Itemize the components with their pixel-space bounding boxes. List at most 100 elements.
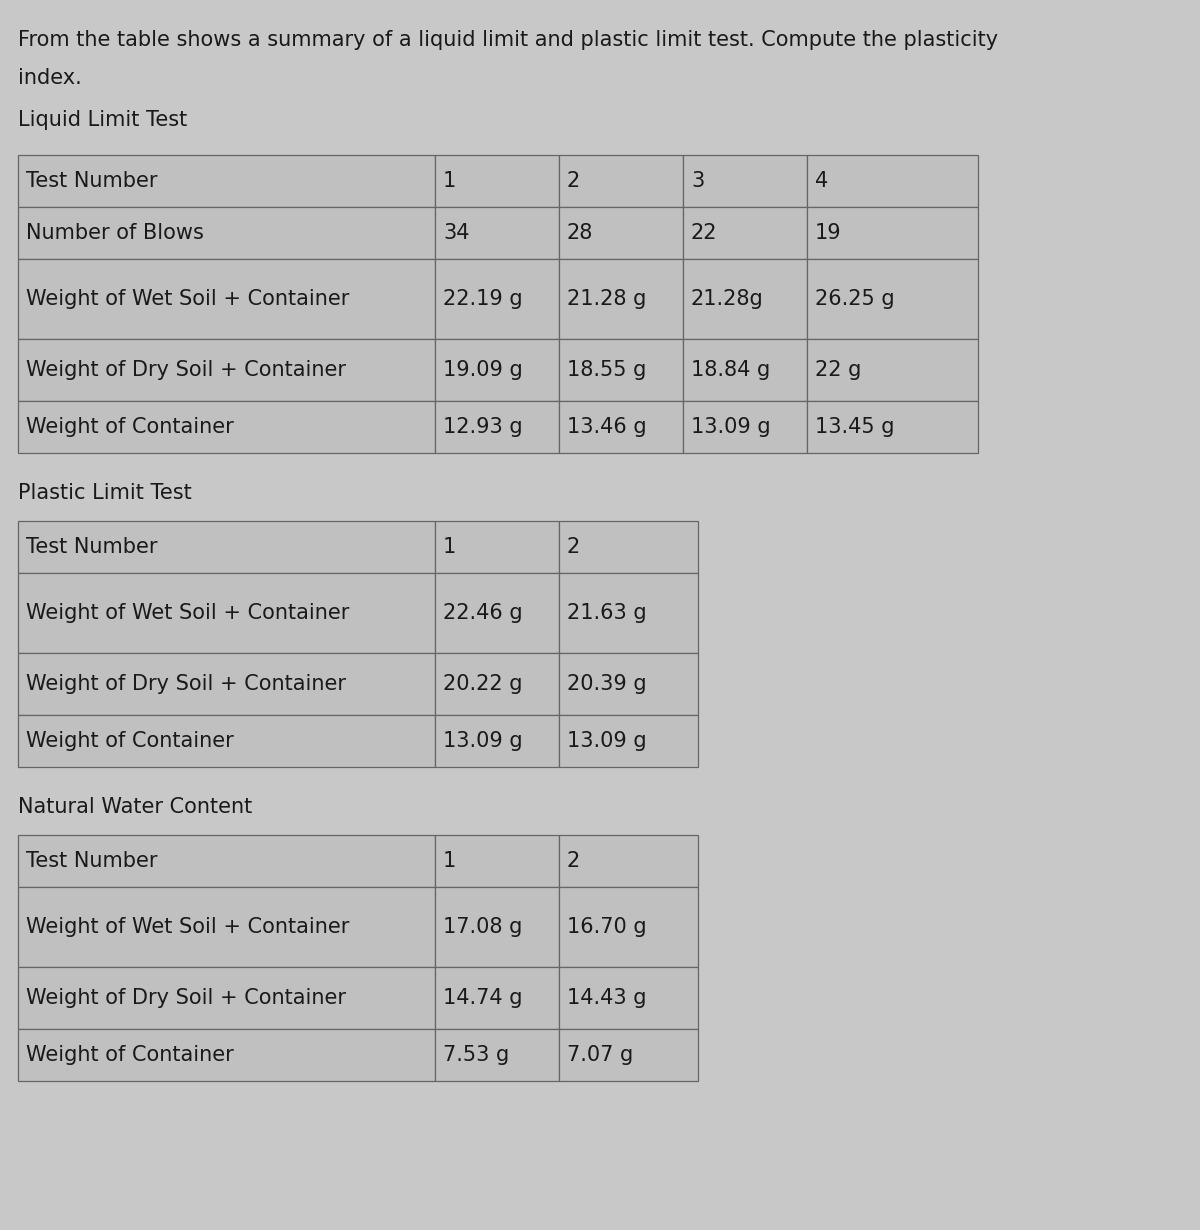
Text: 4: 4 — [815, 171, 828, 191]
Bar — [559, 967, 698, 1030]
Text: 13.46 g: 13.46 g — [568, 417, 647, 437]
Text: Natural Water Content: Natural Water Content — [18, 797, 252, 817]
Text: 19: 19 — [815, 223, 841, 244]
Bar — [436, 339, 559, 401]
Text: 1: 1 — [443, 538, 456, 557]
Bar — [683, 260, 808, 339]
Bar — [18, 573, 436, 653]
Bar — [808, 207, 978, 260]
Bar — [436, 887, 559, 967]
Bar — [559, 835, 698, 887]
Text: From the table shows a summary of a liquid limit and plastic limit test. Compute: From the table shows a summary of a liqu… — [18, 30, 998, 50]
Text: 22 g: 22 g — [815, 360, 862, 380]
Bar — [18, 339, 436, 401]
Bar — [18, 522, 436, 573]
Text: Test Number: Test Number — [26, 538, 157, 557]
Bar — [559, 401, 683, 453]
Text: 20.22 g: 20.22 g — [443, 674, 522, 694]
Bar — [18, 887, 436, 967]
Bar — [683, 207, 808, 260]
Bar — [683, 401, 808, 453]
Text: 22: 22 — [691, 223, 718, 244]
Text: 21.63 g: 21.63 g — [568, 603, 647, 624]
Text: Weight of Wet Soil + Container: Weight of Wet Soil + Container — [26, 289, 349, 309]
Bar — [436, 155, 559, 207]
Text: 21.28 g: 21.28 g — [568, 289, 647, 309]
Bar — [683, 155, 808, 207]
Text: 1: 1 — [443, 851, 456, 871]
Text: 2: 2 — [568, 538, 581, 557]
Bar — [436, 260, 559, 339]
Bar — [18, 967, 436, 1030]
Text: Number of Blows: Number of Blows — [26, 223, 204, 244]
Bar — [18, 653, 436, 715]
Bar — [18, 401, 436, 453]
Bar — [559, 339, 683, 401]
Text: 14.74 g: 14.74 g — [443, 988, 522, 1009]
Text: 18.55 g: 18.55 g — [568, 360, 647, 380]
Text: 13.09 g: 13.09 g — [691, 417, 770, 437]
Bar — [436, 967, 559, 1030]
Text: 21.28g: 21.28g — [691, 289, 763, 309]
Text: 7.07 g: 7.07 g — [568, 1046, 634, 1065]
Bar — [808, 339, 978, 401]
Bar — [18, 1030, 436, 1081]
Text: 19.09 g: 19.09 g — [443, 360, 523, 380]
Bar — [808, 401, 978, 453]
Bar — [559, 653, 698, 715]
Bar — [18, 155, 436, 207]
Text: 12.93 g: 12.93 g — [443, 417, 523, 437]
Bar — [559, 260, 683, 339]
Bar — [808, 155, 978, 207]
Bar — [436, 1030, 559, 1081]
Bar — [559, 522, 698, 573]
Bar — [559, 715, 698, 768]
Bar — [559, 573, 698, 653]
Text: 22.19 g: 22.19 g — [443, 289, 523, 309]
Bar — [436, 207, 559, 260]
Text: Plastic Limit Test: Plastic Limit Test — [18, 483, 192, 503]
Bar — [18, 260, 436, 339]
Bar — [683, 339, 808, 401]
Text: Weight of Wet Soil + Container: Weight of Wet Soil + Container — [26, 918, 349, 937]
Text: 26.25 g: 26.25 g — [815, 289, 895, 309]
Text: Weight of Container: Weight of Container — [26, 731, 234, 752]
Text: 13.09 g: 13.09 g — [568, 731, 647, 752]
Bar — [18, 835, 436, 887]
Text: 22.46 g: 22.46 g — [443, 603, 523, 624]
Text: Test Number: Test Number — [26, 851, 157, 871]
Text: Weight of Wet Soil + Container: Weight of Wet Soil + Container — [26, 603, 349, 624]
Text: 14.43 g: 14.43 g — [568, 988, 647, 1009]
Text: 17.08 g: 17.08 g — [443, 918, 522, 937]
Bar — [436, 653, 559, 715]
Text: 13.45 g: 13.45 g — [815, 417, 894, 437]
Text: Weight of Container: Weight of Container — [26, 1046, 234, 1065]
Bar — [559, 207, 683, 260]
Bar — [436, 401, 559, 453]
Text: Weight of Dry Soil + Container: Weight of Dry Soil + Container — [26, 674, 346, 694]
Bar — [559, 887, 698, 967]
Bar — [18, 207, 436, 260]
Bar — [18, 715, 436, 768]
Bar — [436, 835, 559, 887]
Text: 7.53 g: 7.53 g — [443, 1046, 509, 1065]
Text: Weight of Dry Soil + Container: Weight of Dry Soil + Container — [26, 988, 346, 1009]
Text: 18.84 g: 18.84 g — [691, 360, 770, 380]
Bar — [559, 155, 683, 207]
Bar — [436, 522, 559, 573]
Text: 2: 2 — [568, 171, 581, 191]
Bar — [808, 260, 978, 339]
Text: 20.39 g: 20.39 g — [568, 674, 647, 694]
Text: 13.09 g: 13.09 g — [443, 731, 523, 752]
Text: Weight of Container: Weight of Container — [26, 417, 234, 437]
Text: 2: 2 — [568, 851, 581, 871]
Text: Liquid Limit Test: Liquid Limit Test — [18, 109, 187, 130]
Bar — [436, 715, 559, 768]
Bar — [559, 1030, 698, 1081]
Text: 3: 3 — [691, 171, 704, 191]
Text: 34: 34 — [443, 223, 469, 244]
Text: Weight of Dry Soil + Container: Weight of Dry Soil + Container — [26, 360, 346, 380]
Text: Test Number: Test Number — [26, 171, 157, 191]
Text: 1: 1 — [443, 171, 456, 191]
Text: 16.70 g: 16.70 g — [568, 918, 647, 937]
